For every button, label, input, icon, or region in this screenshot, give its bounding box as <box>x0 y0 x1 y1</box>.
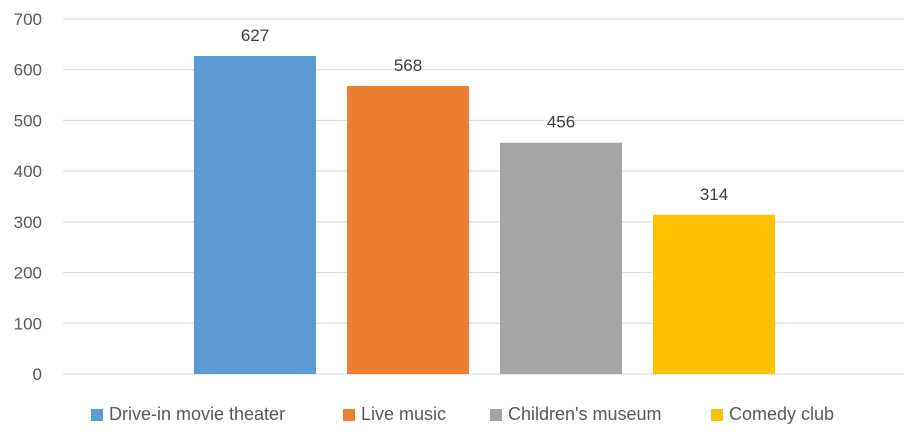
data-label: 456 <box>547 113 575 132</box>
y-tick-label: 300 <box>14 213 42 232</box>
data-labels: 627 568 456 314 <box>241 26 728 204</box>
bar-0 <box>194 56 316 375</box>
y-axis: 0 100 200 300 400 500 600 700 <box>14 10 42 384</box>
gridlines <box>63 18 904 375</box>
bar-2 <box>500 142 622 374</box>
legend-label: Live music <box>361 404 446 424</box>
y-tick-label: 400 <box>14 162 42 181</box>
legend-swatch <box>490 409 502 421</box>
legend: Drive-in movie theater Live music Children… <box>91 404 834 424</box>
y-tick-label: 100 <box>14 314 42 333</box>
data-label: 568 <box>394 56 422 75</box>
data-label: 627 <box>241 26 269 45</box>
legend-item: Children's museum <box>490 404 662 424</box>
data-label: 314 <box>700 185 728 204</box>
y-tick-label: 700 <box>14 10 42 29</box>
bar-1 <box>347 85 469 374</box>
legend-item: Drive-in movie theater <box>91 404 285 424</box>
y-tick-label: 600 <box>14 61 42 80</box>
y-tick-label: 200 <box>14 264 42 283</box>
legend-item: Comedy club <box>711 404 834 424</box>
legend-label: Comedy club <box>729 404 834 424</box>
y-tick-label: 500 <box>14 111 42 130</box>
bars <box>194 56 775 375</box>
legend-item: Live music <box>343 404 446 424</box>
legend-swatch <box>711 409 723 421</box>
legend-label: Children's museum <box>508 404 662 424</box>
legend-swatch <box>91 409 103 421</box>
bar-3 <box>653 214 775 374</box>
legend-swatch <box>343 409 355 421</box>
legend-label: Drive-in movie theater <box>109 404 285 424</box>
y-tick-label: 0 <box>33 365 42 384</box>
